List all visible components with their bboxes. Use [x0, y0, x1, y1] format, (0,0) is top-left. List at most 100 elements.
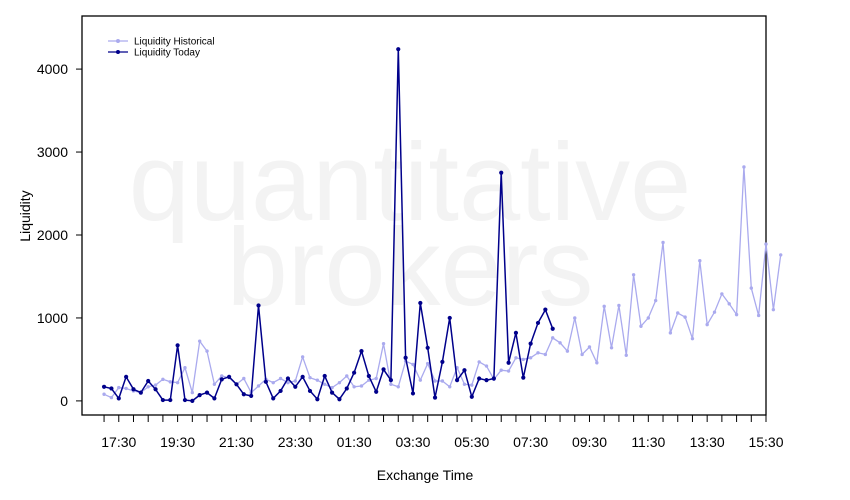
axes: 0 1000 2000 3000 4000 17:30 19:30 21:30 23:30 01:… — [37, 15, 784, 450]
data-point — [234, 382, 239, 387]
data-point — [499, 368, 503, 372]
data-point — [410, 391, 416, 396]
data-point — [212, 382, 217, 387]
data-point — [573, 316, 577, 320]
x-tick-label: 07:30 — [513, 434, 548, 450]
data-point — [197, 339, 202, 343]
x-tick-label: 17:30 — [101, 434, 136, 450]
data-point — [661, 240, 665, 245]
data-point — [293, 384, 298, 389]
x-tick-label: 19:30 — [160, 434, 195, 450]
data-point — [676, 311, 680, 315]
data-point — [646, 316, 651, 320]
data-point — [617, 303, 621, 308]
data-point — [639, 324, 643, 328]
data-point — [484, 364, 489, 368]
data-point — [219, 377, 224, 382]
y-tick-label: 1000 — [37, 310, 68, 326]
data-point — [220, 374, 224, 378]
data-point — [742, 165, 746, 169]
data-point — [109, 395, 114, 400]
data-point — [101, 384, 107, 389]
y-tick-label: 4000 — [37, 61, 68, 77]
data-point — [565, 349, 570, 353]
data-point — [764, 242, 768, 246]
data-point — [315, 397, 320, 402]
data-point — [205, 349, 209, 353]
data-point — [256, 384, 261, 388]
data-point — [705, 322, 709, 327]
data-point — [138, 390, 143, 395]
data-point — [550, 326, 555, 331]
data-point — [690, 336, 695, 341]
data-point — [491, 376, 496, 381]
data-point — [278, 388, 283, 394]
data-point — [521, 357, 525, 362]
data-point — [462, 368, 467, 373]
data-point — [146, 385, 150, 389]
data-point — [337, 380, 342, 385]
data-point — [241, 392, 246, 397]
data-point — [749, 286, 753, 290]
data-point — [432, 395, 438, 400]
data-point — [344, 386, 349, 391]
data-point — [190, 398, 195, 403]
data-point — [117, 385, 121, 390]
data-point — [242, 376, 246, 381]
x-tick-label: 03:30 — [395, 434, 430, 450]
data-point — [381, 341, 386, 346]
data-point — [698, 259, 702, 263]
data-point — [175, 343, 180, 348]
data-point — [183, 366, 187, 370]
data-point — [190, 390, 195, 395]
data-point — [536, 351, 540, 355]
watermark-line-1: quantitative — [129, 121, 692, 244]
data-point — [300, 374, 305, 379]
data-point — [374, 376, 378, 381]
x-tick-label: 15:30 — [748, 434, 783, 450]
data-point — [433, 379, 437, 383]
y-axis-label: Liquidity — [17, 190, 33, 241]
data-point — [396, 385, 400, 389]
data-point — [285, 376, 291, 381]
data-point — [352, 385, 356, 389]
legend-marker — [116, 39, 120, 43]
data-point — [153, 383, 158, 387]
y-tick-label: 0 — [60, 393, 68, 409]
legend-label: Liquidity Historical — [134, 37, 215, 48]
legend-item: Liquidity Today — [108, 48, 200, 59]
data-point — [359, 384, 364, 388]
data-point — [543, 352, 548, 357]
data-point — [425, 361, 430, 366]
series-line — [103, 49, 554, 402]
data-point — [374, 389, 379, 394]
x-tick-label: 01:30 — [337, 434, 372, 450]
data-point — [381, 367, 386, 372]
data-point — [440, 379, 445, 383]
data-point — [146, 378, 151, 384]
watermark: quantitative brokers — [129, 121, 692, 329]
data-point — [124, 374, 129, 379]
data-point — [366, 373, 371, 379]
data-point — [411, 362, 415, 367]
watermark-line-2: brokers — [227, 206, 594, 329]
data-point — [484, 378, 489, 383]
plot-frame — [81, 15, 767, 416]
data-point — [727, 302, 731, 306]
data-point — [683, 315, 687, 319]
data-point — [668, 331, 673, 335]
data-point — [389, 382, 393, 387]
data-point — [359, 349, 364, 354]
data-point — [521, 375, 526, 380]
data-point — [109, 386, 114, 391]
data-point — [734, 312, 739, 317]
data-point — [168, 397, 173, 403]
data-point — [580, 352, 584, 357]
data-point — [469, 394, 474, 399]
data-point — [771, 307, 776, 312]
series-today — [101, 47, 555, 403]
data-point — [418, 300, 423, 306]
data-point — [609, 346, 614, 350]
data-point — [329, 390, 335, 395]
